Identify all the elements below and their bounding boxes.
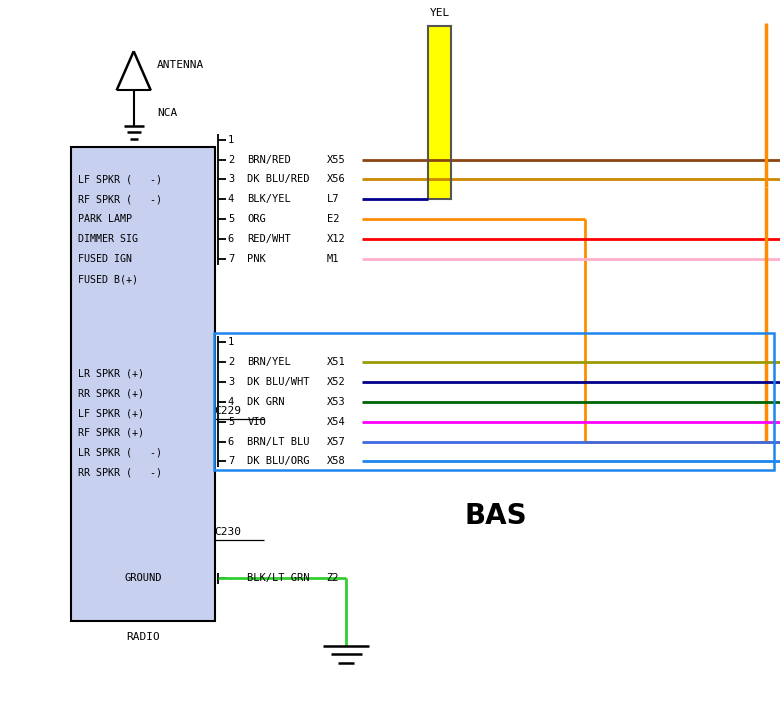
Text: X55: X55	[326, 154, 345, 164]
Text: 4: 4	[228, 397, 234, 407]
Text: X58: X58	[326, 456, 345, 466]
Text: 1: 1	[228, 337, 234, 347]
Text: X54: X54	[326, 417, 345, 427]
Text: DIMMER SIG: DIMMER SIG	[77, 235, 137, 245]
Text: VIO: VIO	[248, 417, 266, 427]
Text: DK BLU/ORG: DK BLU/ORG	[248, 456, 310, 466]
Bar	[214, 333, 774, 470]
Text: E2: E2	[326, 214, 339, 225]
Text: GROUND: GROUND	[125, 573, 162, 583]
Text: DK GRN: DK GRN	[248, 397, 285, 407]
Text: LR SPKR (   -): LR SPKR ( -)	[77, 448, 162, 458]
Text: M1: M1	[326, 255, 339, 265]
Text: X52: X52	[326, 377, 345, 387]
Text: BAS: BAS	[464, 502, 527, 530]
Text: YEL: YEL	[430, 8, 450, 18]
Bar	[71, 147, 216, 621]
Text: C229: C229	[214, 406, 241, 416]
Text: RR SPKR (+): RR SPKR (+)	[77, 388, 144, 398]
Bar	[428, 26, 451, 199]
Text: 6: 6	[228, 437, 234, 447]
Text: RED/WHT: RED/WHT	[248, 235, 291, 245]
Text: Z2: Z2	[326, 573, 339, 583]
Text: X56: X56	[326, 174, 345, 184]
Text: LF SPKR (   -): LF SPKR ( -)	[77, 174, 162, 184]
Text: 2: 2	[228, 357, 234, 367]
Text: BRN/RED: BRN/RED	[248, 154, 291, 164]
Text: 6: 6	[228, 235, 234, 245]
Text: X51: X51	[326, 357, 345, 367]
Text: RF SPKR (   -): RF SPKR ( -)	[77, 194, 162, 204]
Text: X53: X53	[326, 397, 345, 407]
Text: RADIO: RADIO	[127, 631, 160, 641]
Text: X12: X12	[326, 235, 345, 245]
Text: BLK/YEL: BLK/YEL	[248, 194, 291, 204]
Text: 5: 5	[228, 417, 234, 427]
Text: ORG: ORG	[248, 214, 266, 225]
Text: 7: 7	[228, 255, 234, 265]
Text: ANTENNA: ANTENNA	[157, 61, 205, 71]
Text: LR SPKR (+): LR SPKR (+)	[77, 368, 144, 378]
Text: BLK/LT GRN: BLK/LT GRN	[248, 573, 310, 583]
Text: PNK: PNK	[248, 255, 266, 265]
Text: DK BLU/WHT: DK BLU/WHT	[248, 377, 310, 387]
Text: 7: 7	[228, 456, 234, 466]
Text: C230: C230	[214, 527, 241, 537]
Text: 5: 5	[228, 214, 234, 225]
Text: BRN/YEL: BRN/YEL	[248, 357, 291, 367]
Text: NCA: NCA	[157, 108, 177, 118]
Text: 3: 3	[228, 377, 234, 387]
Text: X57: X57	[326, 437, 345, 447]
Text: DK BLU/RED: DK BLU/RED	[248, 174, 310, 184]
Text: PARK LAMP: PARK LAMP	[77, 214, 132, 225]
Text: RR SPKR (   -): RR SPKR ( -)	[77, 468, 162, 478]
Text: BRN/LT BLU: BRN/LT BLU	[248, 437, 310, 447]
Text: L7: L7	[326, 194, 339, 204]
Text: 2: 2	[228, 154, 234, 164]
Text: RF SPKR (+): RF SPKR (+)	[77, 428, 144, 438]
Text: LF SPKR (+): LF SPKR (+)	[77, 408, 144, 418]
Text: FUSED IGN: FUSED IGN	[77, 255, 132, 265]
Text: 1: 1	[228, 134, 234, 144]
Text: FUSED B(+): FUSED B(+)	[77, 274, 137, 284]
Text: 3: 3	[228, 174, 234, 184]
Text: 4: 4	[228, 194, 234, 204]
